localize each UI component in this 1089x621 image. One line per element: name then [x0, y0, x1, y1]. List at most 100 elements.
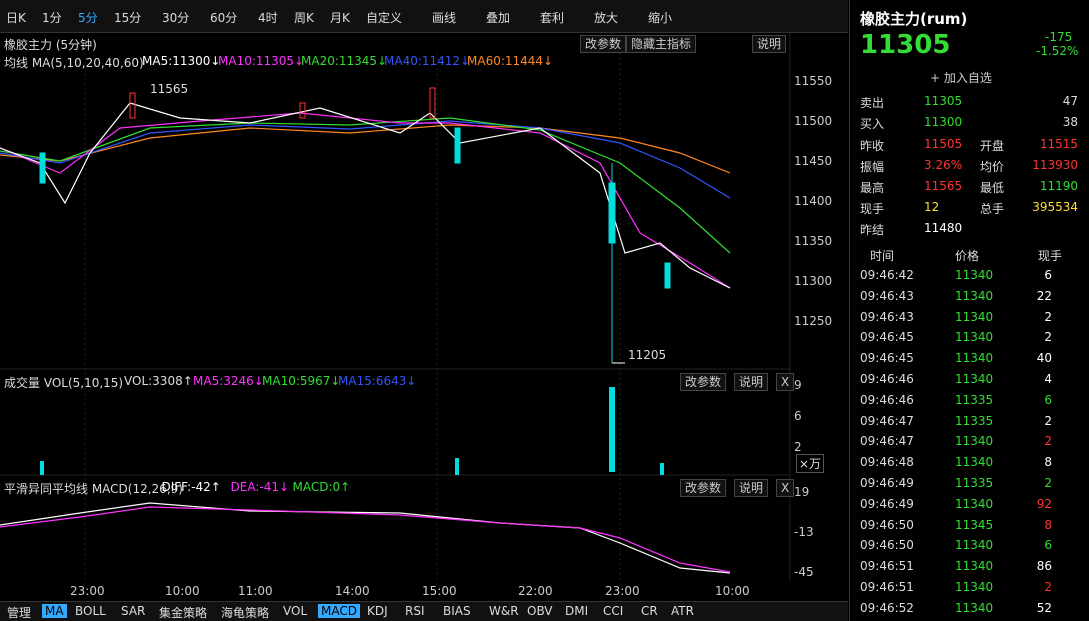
stat-value: 11515: [1039, 137, 1078, 151]
trade-time: 09:46:52: [860, 600, 914, 615]
stat-label: 最高: [860, 181, 885, 195]
trade-price: 11340: [955, 288, 994, 303]
trade-price: 11340: [955, 600, 994, 615]
toolbar-button[interactable]: 日K: [6, 11, 26, 25]
trade-price: 11340: [955, 538, 994, 553]
toolbar-button[interactable]: 15分: [114, 11, 142, 25]
trade-price: 11345: [955, 517, 994, 532]
toolbar-button[interactable]: 周K: [294, 11, 314, 25]
indicator-tab[interactable]: VOL: [283, 604, 308, 618]
trade-price: 11340: [955, 309, 994, 324]
panel-label: 平滑异同平均线 MACD(12,26,9): [4, 482, 183, 496]
ma-value: MA5:11300↓: [142, 54, 221, 68]
trade-price: 11340: [955, 372, 994, 386]
toolbar-button[interactable]: 5分: [78, 11, 98, 25]
button[interactable]: 改参数: [580, 35, 627, 53]
toolbar-button[interactable]: 缩小: [648, 11, 673, 25]
trade-time: 09:46:47: [860, 413, 914, 428]
trade-price: 11340: [955, 496, 994, 511]
indicator-tab[interactable]: OBV: [527, 604, 553, 618]
trade-price: 11340: [955, 434, 994, 449]
panel-value: MA15:6643↓: [338, 374, 417, 388]
panel-value: MA5:3246↓: [193, 374, 264, 388]
column-header: 现手: [1038, 249, 1063, 263]
indicator-tab[interactable]: SAR: [121, 604, 146, 618]
ma-label: 均线 MA(5,10,20,40,60): [4, 56, 144, 70]
y-tick-label: 9: [794, 378, 802, 392]
indicator-tab[interactable]: MA: [42, 604, 67, 618]
button[interactable]: 改参数: [680, 479, 727, 497]
candles-up: [129, 87, 436, 119]
trade-volume: 2: [1044, 476, 1052, 490]
book-volume: 38: [1062, 115, 1078, 129]
stat-value: 395534: [1032, 200, 1078, 214]
panel-value: MACD:0↑: [292, 480, 351, 494]
trade-time: 09:46:45: [860, 351, 914, 366]
trade-volume: 4: [1044, 372, 1052, 386]
chart-overlay: 橡胶主力 (5分钟) 改参数 隐藏主指标 说明 均线 MA(5,10,20,40,60)…: [4, 35, 833, 598]
indicator-tab[interactable]: 海龟策略: [221, 606, 270, 620]
indicator-tab[interactable]: BIAS: [443, 604, 471, 618]
y-tick-label: 11550: [794, 74, 833, 88]
trade-volume: 2: [1044, 434, 1052, 449]
button[interactable]: X: [776, 373, 795, 391]
ma-value: MA10:11305↓: [218, 54, 305, 68]
book-price: 11305: [924, 94, 963, 108]
button[interactable]: 说明: [734, 373, 769, 391]
add-watchlist[interactable]: + 加入自选: [930, 71, 992, 85]
book-label: 买入: [860, 117, 885, 131]
stat-label: 昨收: [860, 139, 885, 153]
trade-time: 09:46:48: [860, 455, 914, 470]
indicator-tab[interactable]: W&R: [489, 604, 519, 618]
indicator-tab[interactable]: RSI: [405, 604, 425, 618]
trade-volume: 2: [1044, 330, 1052, 345]
x-tick-label: 15:00: [422, 584, 457, 598]
trade-volume: 86: [1036, 559, 1052, 574]
button[interactable]: 隐藏主指标: [626, 35, 697, 53]
trade-volume: 6: [1044, 268, 1052, 282]
indicator-tab[interactable]: CR: [641, 604, 658, 618]
annotation: 11205: [628, 348, 667, 362]
button[interactable]: 说明: [752, 35, 787, 53]
toolbar-button[interactable]: 自定义: [366, 11, 403, 25]
indicator-tab[interactable]: MACD: [318, 604, 360, 618]
toolbar-button[interactable]: 30分: [162, 11, 190, 25]
button[interactable]: X: [776, 479, 795, 497]
trade-time: 09:46:46: [860, 372, 914, 386]
y-tick-label: 2: [794, 440, 802, 454]
indicator-tab[interactable]: 管理: [7, 606, 32, 620]
annotation: 11565: [150, 82, 189, 96]
trade-time: 09:46:47: [860, 434, 914, 449]
toolbar-button[interactable]: 月K: [330, 11, 350, 25]
panel-value: DIFF:-42↑: [161, 480, 221, 494]
y-tick-label: 11250: [794, 314, 833, 328]
chart-canvas: [0, 33, 791, 581]
x-tick-label: 11:00: [238, 584, 273, 598]
book-volume: 47: [1062, 94, 1078, 108]
toolbar-button[interactable]: 画线: [432, 11, 457, 25]
stat-value: 11565: [924, 179, 963, 193]
x-tick-label: 10:00: [715, 584, 750, 598]
button[interactable]: 改参数: [680, 373, 727, 391]
indicator-tab[interactable]: CCI: [603, 604, 624, 618]
trade-volume: 8: [1044, 455, 1052, 470]
indicator-tab[interactable]: KDJ: [367, 604, 388, 618]
stat-value: 12: [924, 200, 940, 214]
y-tick-label: 11500: [794, 114, 833, 128]
toolbar-button[interactable]: 套利: [540, 11, 565, 25]
indicator-tab[interactable]: BOLL: [75, 604, 106, 618]
indicator-tab[interactable]: DMI: [565, 604, 589, 618]
stat-label: 总手: [980, 202, 1005, 216]
indicator-tab[interactable]: ATR: [671, 604, 694, 618]
toolbar-button[interactable]: 放大: [594, 11, 619, 25]
panel-value: DEA:-41↓: [230, 480, 290, 494]
trade-volume: 6: [1044, 538, 1052, 553]
toolbar-button[interactable]: 60分: [210, 11, 238, 25]
trade-time: 09:46:45: [860, 330, 914, 345]
toolbar-button[interactable]: 4时: [258, 11, 278, 25]
toolbar-button[interactable]: 叠加: [486, 11, 511, 25]
last-price: 11305: [860, 30, 951, 60]
toolbar-button[interactable]: 1分: [42, 11, 62, 25]
indicator-tab[interactable]: 集金策略: [159, 606, 208, 620]
button[interactable]: 说明: [734, 479, 769, 497]
